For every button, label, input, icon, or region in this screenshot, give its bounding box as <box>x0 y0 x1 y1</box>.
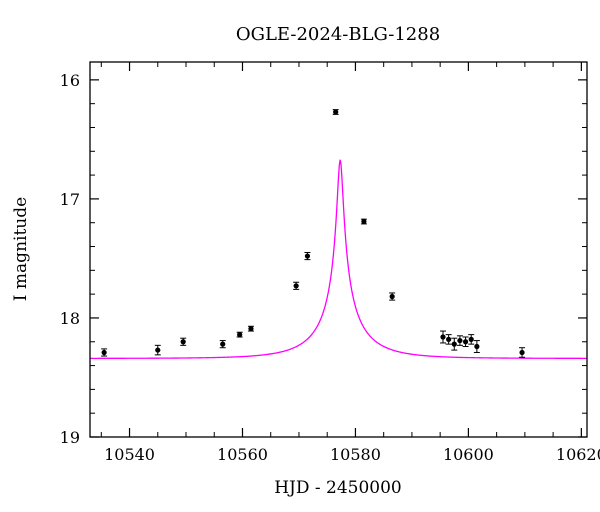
data-marker <box>101 349 107 356</box>
data-point <box>439 330 446 344</box>
data-marker <box>237 332 243 338</box>
y-tick-label: 16 <box>60 71 80 90</box>
data-point <box>304 251 311 261</box>
data-marker <box>462 339 469 345</box>
data-marker <box>155 347 161 353</box>
data-marker <box>389 293 395 300</box>
data-marker <box>468 336 474 342</box>
data-point <box>360 218 367 225</box>
data-marker <box>248 326 254 332</box>
data-point <box>462 336 469 348</box>
model-curve-group <box>90 159 587 359</box>
data-marker <box>220 341 226 347</box>
y-tick-label: 19 <box>60 428 80 447</box>
x-tick-label: 10560 <box>217 445 268 464</box>
data-marker <box>333 109 339 115</box>
model-curve <box>90 159 587 359</box>
data-point <box>293 281 300 290</box>
data-marker <box>361 218 367 225</box>
plot-frame <box>89 61 588 438</box>
data-point <box>519 347 526 358</box>
data-point <box>247 325 254 332</box>
data-point <box>180 337 187 346</box>
x-tick-label: 10540 <box>104 445 155 464</box>
data-marker <box>293 283 299 289</box>
data-point <box>101 348 108 357</box>
x-tick-label: 10620 <box>556 445 600 464</box>
data-marker <box>440 334 446 340</box>
data-marker <box>451 341 457 347</box>
data-points-group <box>101 109 526 358</box>
chart-title: OGLE-2024-BLG-1288 <box>236 24 440 45</box>
data-point <box>219 340 226 349</box>
data-marker <box>457 337 463 344</box>
data-point <box>154 344 161 356</box>
data-point <box>456 335 463 346</box>
x-tick-label: 10600 <box>443 445 494 464</box>
data-marker <box>474 343 480 350</box>
data-point <box>332 109 339 115</box>
data-marker <box>446 336 452 342</box>
y-axis-label: I magnitude <box>11 197 31 301</box>
y-tick-label: 17 <box>60 190 80 209</box>
data-point <box>389 292 396 301</box>
data-point <box>445 334 452 345</box>
data-point <box>468 334 475 345</box>
x-axis-label: HJD - 2450000 <box>274 478 402 498</box>
data-marker <box>304 253 311 259</box>
data-point <box>236 331 243 338</box>
data-marker <box>519 349 525 356</box>
data-marker <box>180 339 186 345</box>
x-tick-label: 10580 <box>330 445 381 464</box>
axis-ticks: 10540 10560 10580 10600 10620 16 17 18 19 <box>60 62 600 464</box>
data-point <box>473 340 480 353</box>
y-tick-label: 18 <box>60 309 80 328</box>
data-point <box>451 337 458 351</box>
